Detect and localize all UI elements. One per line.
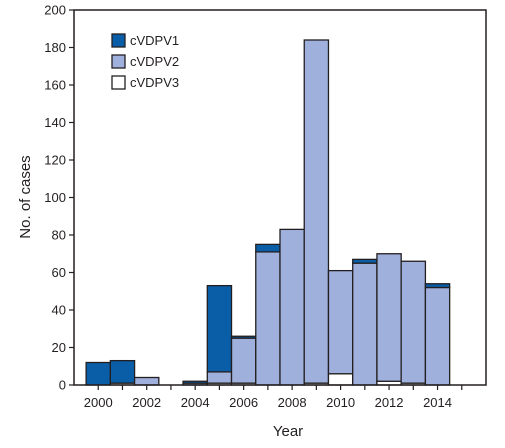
bar-cVDPV2-2010 (327, 269, 354, 375)
legend-swatch-cVDPV3 (111, 75, 126, 90)
y-tick-label-0: 0 (59, 378, 66, 393)
legend-swatch-cVDPV2 (111, 54, 126, 69)
bar-cVDPV2-2007 (255, 251, 281, 386)
bar-cVDPV2-2006 (230, 337, 257, 384)
y-tick-label-160: 160 (44, 78, 66, 93)
bar-cVDPV1-2000 (85, 361, 112, 386)
bar-cVDPV2-2012 (376, 253, 402, 382)
y-axis-title: No. of cases (17, 155, 34, 238)
x-tick-label-2002: 2002 (132, 395, 161, 410)
legend-swatch-cVDPV1 (111, 33, 126, 48)
y-tick-label-100: 100 (44, 190, 66, 205)
bar-cVDPV1-2007 (255, 243, 281, 253)
legend-label-cVDPV3: cVDPV3 (130, 75, 179, 90)
bar-cVDPV2-2005 (206, 371, 233, 384)
x-tick-label-2014: 2014 (423, 395, 452, 410)
bar-cVDPV2-2014 (424, 286, 451, 386)
y-tick-label-180: 180 (44, 40, 66, 55)
bars-layer (85, 39, 451, 386)
y-tick-label-80: 80 (52, 228, 66, 243)
x-tick-label-2000: 2000 (84, 395, 113, 410)
bar-cVDPV1-2011 (352, 258, 378, 264)
bar-cVDPV2-2008 (279, 228, 305, 386)
bar-cVDPV1-2006 (230, 335, 257, 339)
axes-layer: 0 20 40 60 80 100 120 140 160 180 200 2000 2002 2004 2… (44, 3, 487, 410)
bar-cVDPV2-2013 (400, 260, 427, 384)
x-axis-title: Year (273, 423, 303, 440)
x-tick-label-2006: 2006 (229, 395, 258, 410)
legend-label-cVDPV1: cVDPV1 (130, 33, 179, 48)
bar-cVDPV2-2011 (352, 262, 378, 386)
y-tick-label-40: 40 (52, 303, 66, 318)
y-tick-label-200: 200 (44, 3, 66, 18)
bar-cVDPV2-2009 (303, 39, 330, 384)
x-tick-label-2004: 2004 (181, 395, 210, 410)
bar-cVDPV3-2010 (327, 373, 354, 386)
bar-cVDPV1-2005 (206, 284, 233, 373)
y-tick-label-140: 140 (44, 115, 66, 130)
bar-cVDPV2-2002 (133, 376, 160, 386)
bar-cVDPV1-2014 (424, 283, 451, 289)
y-tick-label-120: 120 (44, 153, 66, 168)
legend-label-cVDPV2: cVDPV2 (130, 54, 179, 69)
legend: cVDPV1 cVDPV2 cVDPV3 (111, 33, 179, 90)
y-tick-label-60: 60 (52, 265, 66, 280)
x-tick-label-2012: 2012 (375, 395, 404, 410)
y-tick-label-20: 20 (52, 340, 66, 355)
bar-cVDPV1-2004 (182, 380, 208, 384)
x-tick-label-2008: 2008 (278, 395, 307, 410)
x-tick-label-2010: 2010 (326, 395, 355, 410)
bar-cVDPV1-2001 (109, 359, 136, 384)
